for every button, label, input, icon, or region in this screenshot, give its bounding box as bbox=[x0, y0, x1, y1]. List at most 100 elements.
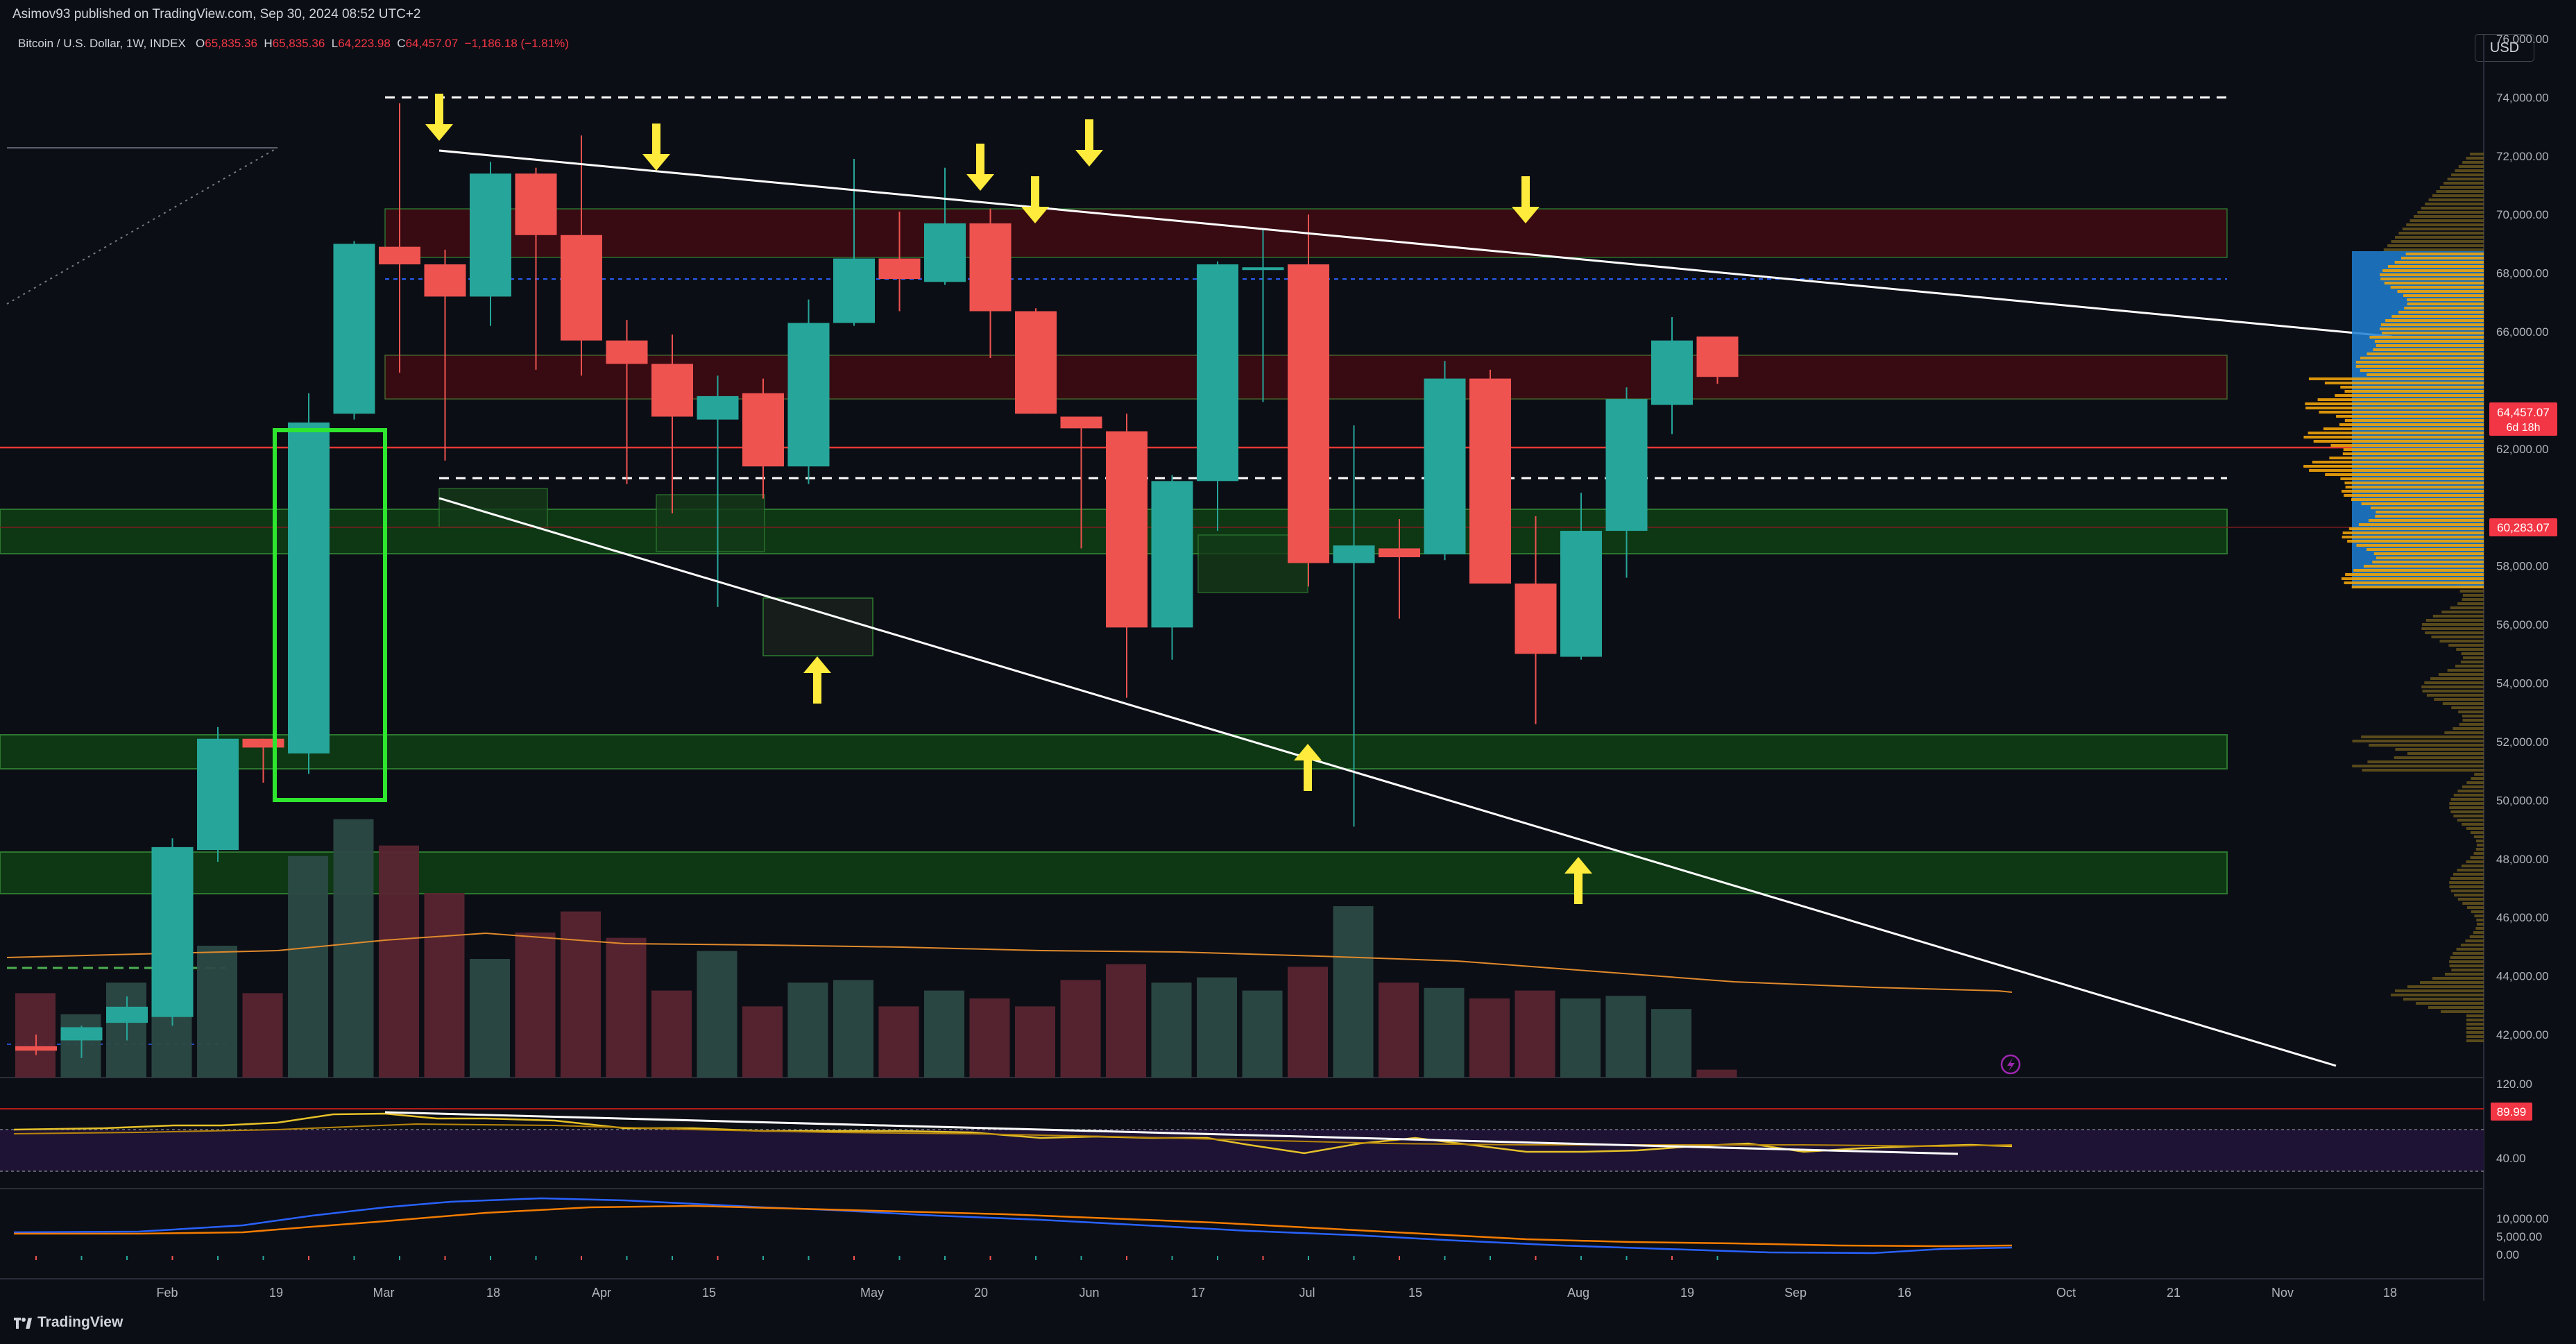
profile-row bbox=[2424, 681, 2484, 684]
signal-line bbox=[14, 1205, 2013, 1248]
price-tick-label: 68,000.00 bbox=[2496, 267, 2549, 280]
arrow-up-icon bbox=[1294, 744, 1322, 791]
profile-row bbox=[2450, 606, 2484, 609]
candle-body bbox=[1197, 264, 1238, 482]
volume-bar bbox=[1242, 990, 1283, 1078]
profile-row bbox=[2447, 178, 2484, 180]
price-tick-label: 52,000.00 bbox=[2496, 735, 2549, 749]
volume-bar bbox=[1151, 983, 1192, 1078]
volume-bar bbox=[1106, 964, 1146, 1078]
volume-bar bbox=[561, 911, 601, 1078]
profile-row bbox=[2366, 373, 2484, 376]
profile-row bbox=[2401, 257, 2484, 260]
profile-row bbox=[2380, 273, 2484, 276]
candle bbox=[742, 378, 784, 499]
profile-row bbox=[2420, 981, 2484, 984]
time-tick-label: 20 bbox=[974, 1286, 988, 1300]
profile-row bbox=[2438, 673, 2484, 676]
candle-body bbox=[1060, 416, 1102, 429]
candle-body bbox=[1242, 267, 1284, 271]
profile-row bbox=[2432, 194, 2484, 197]
profile-row bbox=[2309, 469, 2484, 472]
time-tick-label: Oct bbox=[2056, 1286, 2076, 1300]
profile-row bbox=[2335, 394, 2484, 397]
footer-bar bbox=[0, 1301, 2576, 1344]
price-tick-label: 44,000.00 bbox=[2496, 970, 2549, 983]
candle bbox=[1605, 387, 1648, 578]
profile-row bbox=[2416, 1002, 2484, 1005]
profile-row bbox=[2362, 769, 2484, 772]
profile-row bbox=[2382, 332, 2484, 334]
volume-bar bbox=[1333, 906, 1374, 1078]
profile-row bbox=[2344, 390, 2484, 393]
candle bbox=[333, 241, 375, 420]
profile-row bbox=[2471, 910, 2484, 913]
candle bbox=[1242, 229, 1284, 402]
profile-row bbox=[2329, 457, 2484, 459]
currency-button[interactable]: USD bbox=[2475, 34, 2534, 62]
tradingview-logo[interactable]: TradingView bbox=[14, 1314, 123, 1331]
arrow-down-icon bbox=[642, 124, 670, 171]
candle bbox=[379, 103, 420, 373]
arrow-down-icon bbox=[1021, 176, 1049, 223]
time-tick-label: 17 bbox=[1191, 1286, 1205, 1300]
symbol-legend: Bitcoin / U.S. Dollar, 1W, INDEX O65,835… bbox=[18, 37, 569, 51]
profile-row bbox=[2387, 244, 2484, 247]
arrow-up-icon bbox=[803, 656, 831, 704]
time-tick-label: Apr bbox=[592, 1286, 611, 1300]
profile-row bbox=[2462, 719, 2484, 722]
profile-row bbox=[2470, 831, 2484, 834]
profile-row bbox=[2453, 794, 2484, 797]
high-value: 65,835.36 bbox=[272, 37, 325, 50]
candle-body bbox=[924, 223, 966, 282]
candle-body bbox=[1424, 378, 1466, 554]
lightning-icon bbox=[2000, 1054, 2021, 1075]
price-tick-label: 46,000.00 bbox=[2496, 911, 2549, 924]
profile-row bbox=[2323, 427, 2484, 430]
profile-row bbox=[2347, 540, 2484, 543]
profile-row bbox=[2373, 552, 2484, 555]
volume-bar bbox=[333, 819, 374, 1078]
profile-row bbox=[2466, 906, 2484, 909]
time-tick-label: 16 bbox=[1897, 1286, 1911, 1300]
candle bbox=[1424, 361, 1466, 561]
time-tick-label: Feb bbox=[156, 1286, 178, 1300]
candle-body bbox=[697, 395, 739, 420]
profile-row bbox=[2330, 444, 2484, 447]
rsi-band bbox=[0, 1130, 2484, 1171]
candle bbox=[1106, 414, 1148, 698]
candle-body bbox=[60, 1027, 103, 1041]
profile-row bbox=[2461, 865, 2484, 867]
low-label: L bbox=[331, 37, 339, 50]
candle bbox=[969, 208, 1012, 359]
small-dark-box bbox=[762, 597, 873, 656]
volume-bar bbox=[1651, 1009, 1691, 1078]
change-value: −1,186.18 (−1.81%) bbox=[464, 37, 569, 50]
profile-row bbox=[2380, 278, 2484, 280]
profile-row bbox=[2466, 827, 2484, 830]
profile-row bbox=[2462, 594, 2484, 597]
profile-row bbox=[2405, 253, 2484, 255]
time-tick-label: 18 bbox=[2383, 1286, 2397, 1300]
profile-row bbox=[2439, 186, 2484, 189]
candle bbox=[1015, 308, 1057, 414]
profile-row bbox=[2336, 415, 2484, 418]
price-chart[interactable]: 76,000.00 74,000.00 72,000.00 70,000.00 68,0… bbox=[0, 0, 2576, 1301]
profile-row bbox=[2394, 756, 2484, 759]
rsi-ma-line bbox=[13, 1123, 2013, 1148]
volume-bar bbox=[424, 893, 465, 1078]
profile-row bbox=[2407, 298, 2484, 301]
profile-row bbox=[2459, 723, 2484, 726]
profile-row bbox=[2460, 944, 2484, 946]
profile-row bbox=[2428, 1006, 2484, 1009]
time-tick-label: 15 bbox=[702, 1286, 716, 1300]
profile-row bbox=[2462, 823, 2484, 826]
time-tick-label: Nov bbox=[2271, 1286, 2294, 1300]
candle-body bbox=[288, 422, 330, 754]
candle-body bbox=[15, 1046, 57, 1051]
current-price-tag bbox=[2489, 402, 2557, 436]
macd-line bbox=[13, 1197, 2013, 1254]
volume-profile bbox=[2303, 153, 2484, 1042]
profile-row bbox=[2380, 323, 2484, 326]
profile-row bbox=[2353, 569, 2484, 572]
